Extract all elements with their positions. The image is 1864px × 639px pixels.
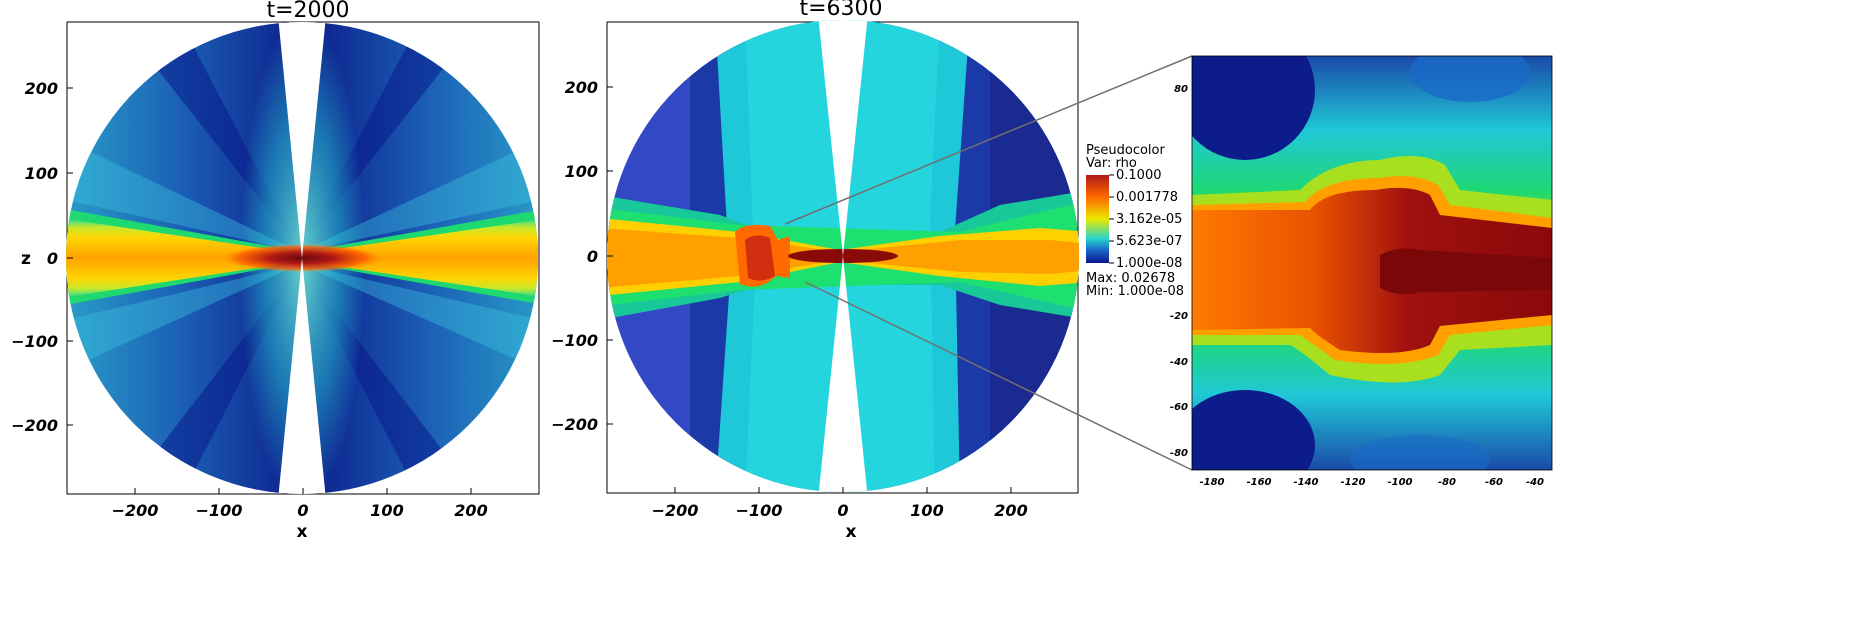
tick-label: 100 bbox=[25, 164, 58, 183]
tick-label: -80 bbox=[1438, 477, 1456, 488]
zoom-x-tick-labels: -180 -160 -140 -120 -100 -80 -60 -40 bbox=[1199, 477, 1544, 488]
zoom-frame bbox=[1191, 55, 1553, 471]
legend-level: 3.162e-05 bbox=[1116, 212, 1182, 227]
panel-2: t=6300 bbox=[551, 0, 1079, 542]
colorbar-legend: Pseudocolor Var: rho 0.1000 0.001778 3.1… bbox=[1086, 143, 1184, 299]
tick-label: -140 bbox=[1293, 477, 1318, 488]
panel-1-z-axis-label: z bbox=[21, 249, 31, 269]
tick-label: -80 bbox=[1170, 448, 1188, 459]
panel-2-title: t=6300 bbox=[799, 0, 882, 21]
tick-label: −100 bbox=[551, 331, 598, 350]
tick-label: -60 bbox=[1170, 402, 1188, 413]
tick-label: 100 bbox=[565, 162, 598, 181]
panel-1-x-tick-labels: −200 −100 0 100 200 bbox=[112, 501, 488, 520]
tick-label: 80 bbox=[1174, 84, 1188, 95]
tick-label: 200 bbox=[994, 501, 1027, 520]
tick-label: -40 bbox=[1526, 477, 1544, 488]
legend-level: 0.001778 bbox=[1116, 190, 1178, 205]
tick-label: −100 bbox=[11, 332, 58, 351]
tick-label: 0 bbox=[587, 247, 598, 266]
zoom-z-tick-labels: 80 -20 -40 -60 -80 bbox=[1170, 84, 1188, 459]
legend-level: 5.623e-07 bbox=[1116, 234, 1182, 249]
legend-title: Pseudocolor bbox=[1086, 143, 1165, 158]
tick-label: -40 bbox=[1170, 357, 1188, 368]
legend-colorbar bbox=[1086, 175, 1109, 263]
panel-1-title: t=2000 bbox=[266, 0, 349, 23]
tick-label: −200 bbox=[652, 501, 699, 520]
legend-variable: Var: rho bbox=[1086, 156, 1137, 171]
tick-label: 0 bbox=[47, 249, 58, 268]
panel-1-density-map bbox=[66, 22, 538, 494]
panel-2-ticks bbox=[607, 86, 1012, 493]
panel-2-x-axis-label: x bbox=[846, 522, 857, 542]
panel-1-z-tick-labels: 200 100 0 −100 −200 bbox=[11, 79, 58, 435]
legend-level: 0.1000 bbox=[1116, 168, 1162, 183]
tick-label: −200 bbox=[112, 501, 159, 520]
tick-label: -20 bbox=[1170, 311, 1188, 322]
tick-label: 200 bbox=[25, 79, 58, 98]
panel-1: t=2000 bbox=[11, 0, 540, 542]
tick-label: 200 bbox=[454, 501, 487, 520]
tick-label: 200 bbox=[565, 78, 598, 97]
zoom-panel: 80 -20 -40 -60 -80 -180 -160 -140 -120 -… bbox=[1170, 55, 1553, 488]
panel-2-z-tick-labels: 200 100 0 −100 −200 bbox=[551, 78, 598, 434]
tick-label: -160 bbox=[1246, 477, 1271, 488]
tick-label: −100 bbox=[736, 501, 783, 520]
tick-label: −200 bbox=[11, 416, 58, 435]
tick-label: -60 bbox=[1485, 477, 1503, 488]
panel-1-x-axis-label: x bbox=[297, 522, 308, 542]
tick-label: −100 bbox=[196, 501, 243, 520]
legend-level: 1.000e-08 bbox=[1116, 256, 1182, 271]
legend-min: Min: 1.000e-08 bbox=[1086, 284, 1184, 299]
zoom-density-map bbox=[1192, 56, 1552, 470]
panel-2-x-tick-labels: −200 −100 0 100 200 bbox=[652, 501, 1028, 520]
panel-1-ticks bbox=[67, 87, 472, 494]
tick-label: 0 bbox=[297, 501, 308, 520]
tick-label: 0 bbox=[837, 501, 848, 520]
tick-label: 100 bbox=[370, 501, 403, 520]
tick-label: -120 bbox=[1340, 477, 1365, 488]
panel-2-density-map bbox=[607, 20, 1079, 492]
zoom-connector-lines bbox=[784, 55, 1193, 471]
tick-label: -100 bbox=[1387, 477, 1412, 488]
legend-max: Max: 0.02678 bbox=[1086, 271, 1175, 286]
tick-label: 100 bbox=[910, 501, 943, 520]
tick-label: −200 bbox=[551, 415, 598, 434]
tick-label: -180 bbox=[1199, 477, 1224, 488]
